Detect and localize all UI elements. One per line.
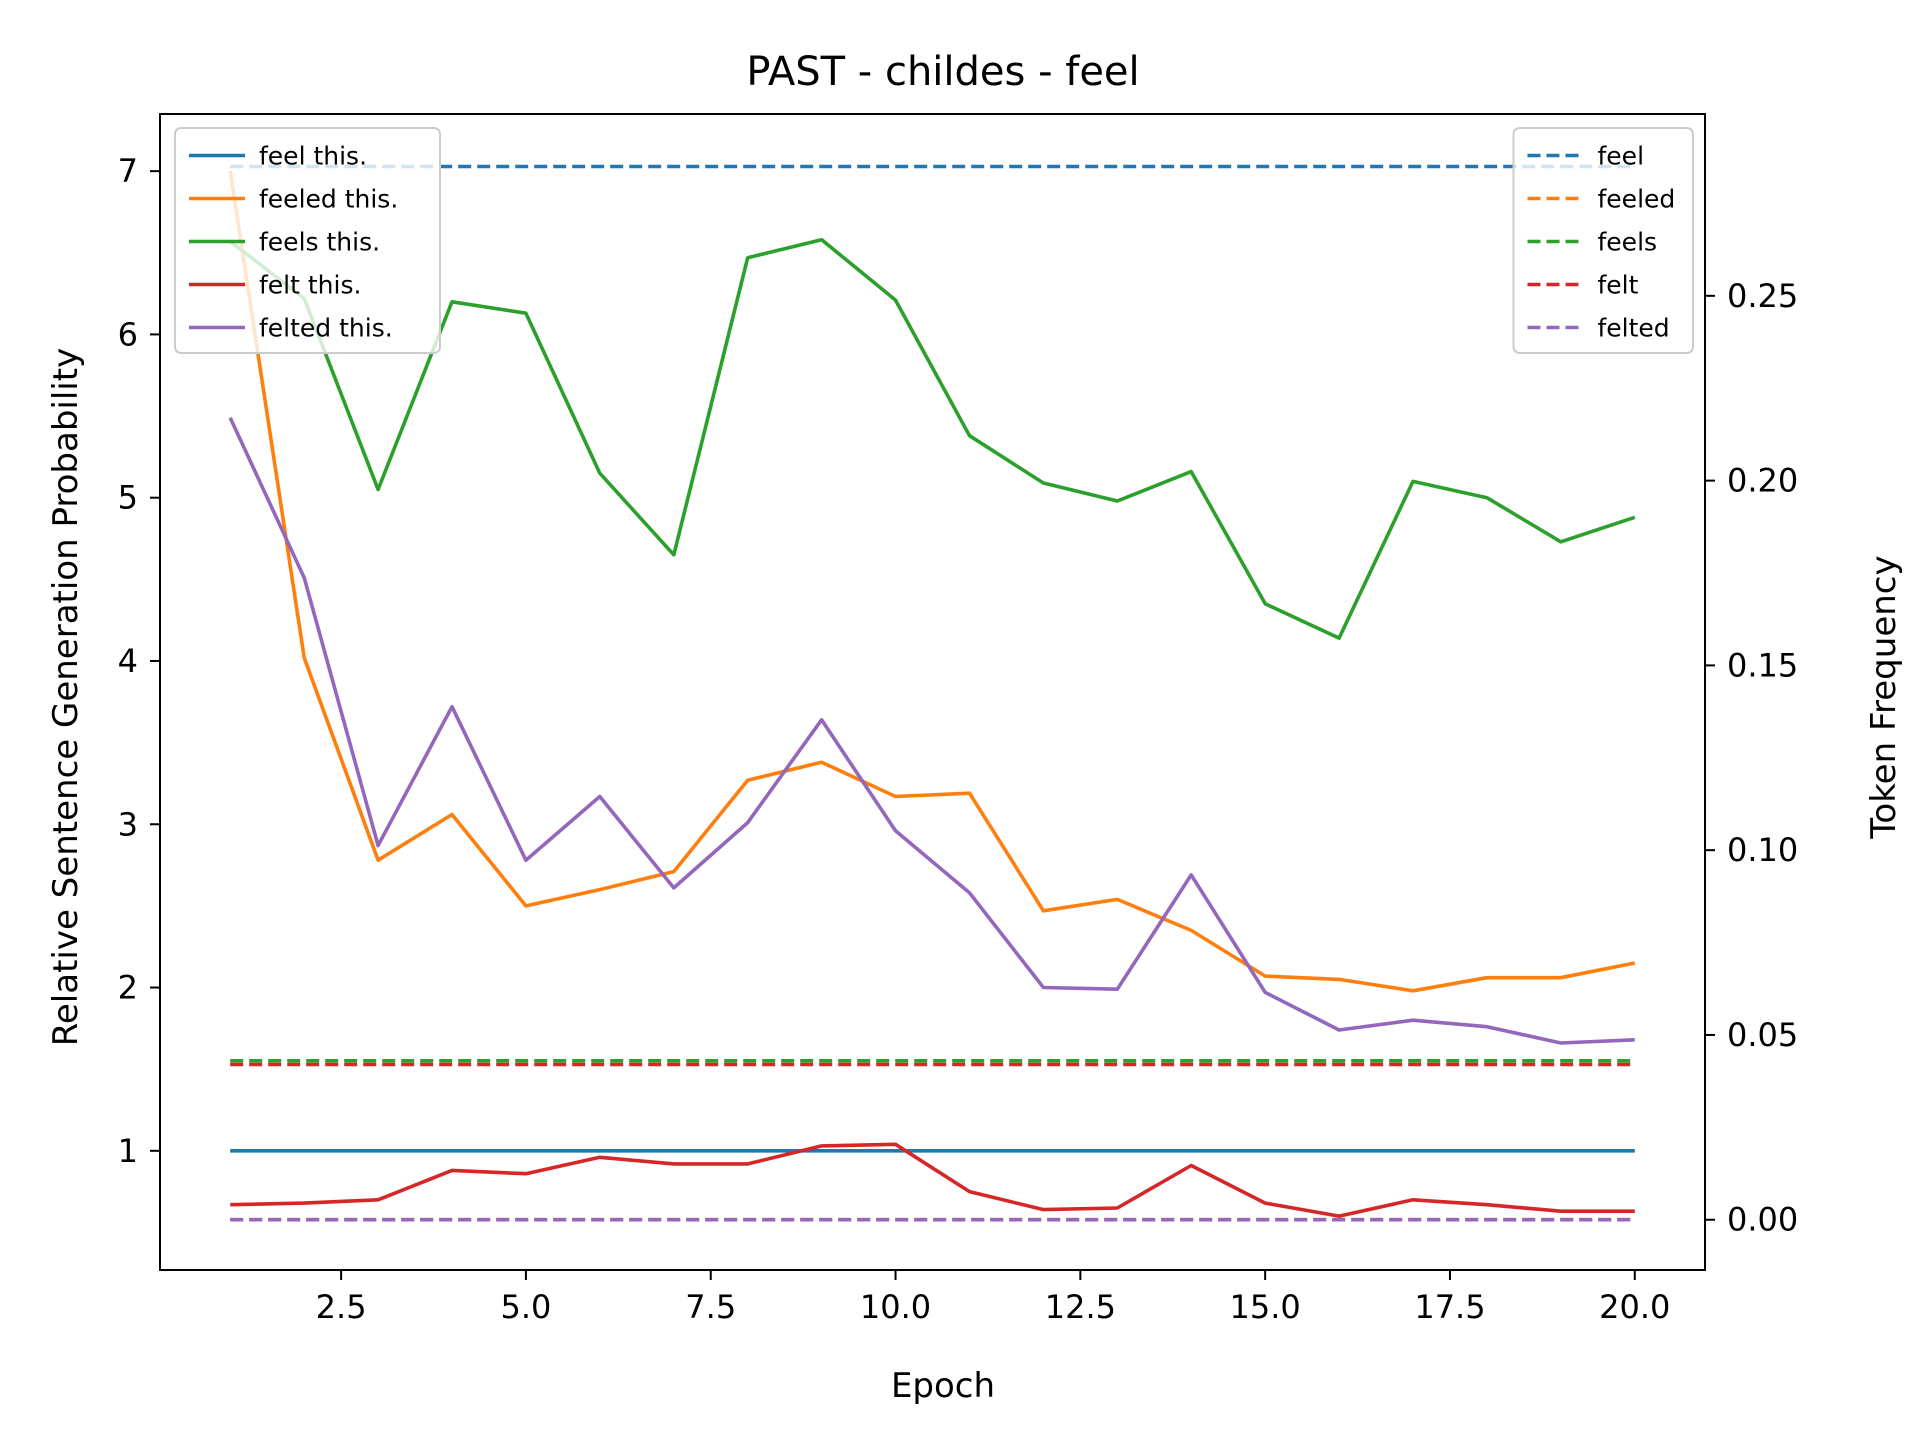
chart-title: PAST - childes - feel: [746, 49, 1139, 95]
legend-box-1: [1512, 127, 1694, 354]
series-line-feeled-this-probability: [228, 170, 1636, 993]
y2-tick-label: 0.25: [1727, 277, 1798, 315]
series-line-feels-this-probability: [229, 237, 1636, 640]
legend-box-0: [174, 127, 441, 354]
x-tick-label: 15.0: [1230, 1288, 1301, 1326]
y2-tick-label: 0.10: [1727, 831, 1798, 869]
legend-label: feeled this.: [259, 185, 398, 214]
legend-label: feel: [1598, 142, 1645, 171]
series-line-felted-this-probability: [228, 416, 1635, 1045]
y2-tick-label: 0.20: [1727, 462, 1798, 500]
x-tick-label: 10.0: [860, 1288, 931, 1326]
legend-label: feels this.: [259, 228, 380, 257]
y-tick-label: 5: [118, 479, 138, 517]
y2-axis-label: Token Frequency: [1864, 555, 1904, 839]
y-tick-label: 4: [118, 642, 138, 680]
legend-label: felt: [1598, 271, 1639, 300]
x-tick-label: 2.5: [316, 1288, 367, 1326]
y-tick-label: 3: [118, 805, 138, 843]
x-tick-label: 7.5: [685, 1288, 736, 1326]
x-tick-label: 20.0: [1599, 1288, 1670, 1326]
y-axis-label: Relative Sentence Generation Probability: [46, 348, 86, 1046]
y-tick-label: 7: [118, 152, 138, 190]
series-line-felt-this-probability: [230, 1142, 1635, 1218]
legend-label: felt this.: [259, 271, 361, 300]
legend-label: felted: [1598, 314, 1670, 343]
x-tick-label: 17.5: [1414, 1288, 1485, 1326]
y2-tick-label: 0.00: [1727, 1201, 1798, 1239]
y2-tick-label: 0.15: [1727, 646, 1798, 684]
x-tick-label: 12.5: [1045, 1288, 1116, 1326]
legend-label: feeled: [1598, 185, 1676, 214]
y-tick-label: 2: [118, 969, 138, 1007]
x-tick-label: 5.0: [500, 1288, 551, 1326]
y-tick-label: 1: [118, 1132, 138, 1170]
x-axis-label: Epoch: [891, 1366, 995, 1406]
y2-tick-label: 0.05: [1727, 1016, 1798, 1054]
legend-label: felted this.: [259, 314, 393, 343]
legend-label: feel this.: [259, 142, 367, 171]
legend-label: feels: [1598, 228, 1658, 257]
y-tick-label: 6: [118, 315, 138, 353]
plot-frame: [159, 113, 1706, 1271]
plot-area: 2.5 5.0 7.5 10.0 12.5 15.0 17.5 20.0 1 2 3 4 5 6 7 0.00…: [118, 113, 1798, 1326]
